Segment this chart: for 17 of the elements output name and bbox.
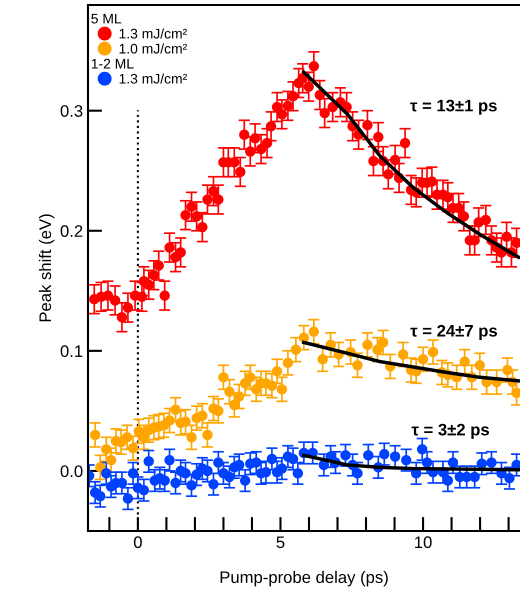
y-axis-title: Peak shift (eV) [38,214,54,322]
annotation: τ = 24±7 ps [410,324,497,340]
annotation: 1-2 ML [92,58,134,68]
legend-label: 1.0 mJ/cm² [120,43,187,54]
annotation: τ = 3±2 ps [412,424,489,439]
y-tick-label: 0.3 [60,105,82,117]
x-tick-label: 10 [415,536,432,548]
x-axis-title: Pump-probe delay (ps) [220,570,388,586]
annotation: τ = 13±1 ps [410,100,497,115]
y-tick-label: 0.1 [60,345,82,358]
x-tick-label: 5 [276,536,284,548]
legend-label: 1.3 mJ/cm² [120,28,187,39]
y-tick-label: 0.0 [60,465,82,478]
annotation: 5 ML [91,14,122,24]
y-tick-label: 0.2 [60,225,82,237]
legend-label: 1.3 mJ/cm² [120,73,187,84]
x-tick-label: 0 [134,536,142,548]
